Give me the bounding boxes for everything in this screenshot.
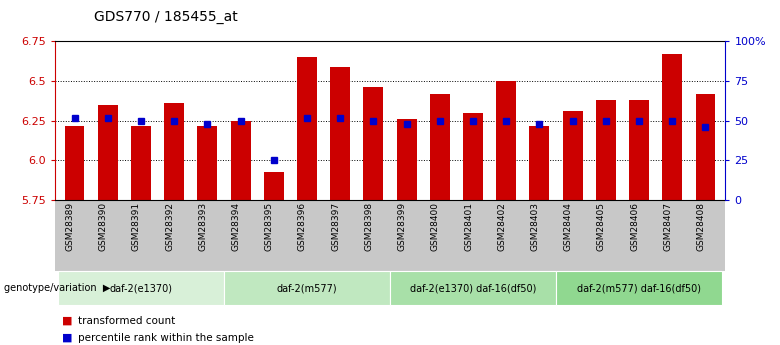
Text: GSM28396: GSM28396 (298, 202, 307, 251)
Text: GSM28394: GSM28394 (232, 202, 240, 251)
Bar (231, 121, 250, 200)
Text: ■: ■ (62, 316, 73, 326)
Text: genotype/variation  ▶: genotype/variation ▶ (4, 283, 110, 293)
Text: GSM28391: GSM28391 (132, 202, 141, 251)
Text: GSM28395: GSM28395 (264, 202, 274, 251)
Text: GSM28392: GSM28392 (165, 202, 174, 251)
Bar (430, 94, 450, 200)
Bar (696, 94, 715, 200)
Text: GSM28402: GSM28402 (497, 202, 506, 251)
Text: percentile rank within the sample: percentile rank within the sample (78, 333, 254, 343)
Text: GSM28398: GSM28398 (364, 202, 374, 251)
Text: GSM28403: GSM28403 (530, 202, 540, 251)
Bar (662, 54, 682, 200)
Text: GSM28389: GSM28389 (66, 202, 75, 251)
Bar (596, 100, 616, 200)
Bar (496, 81, 516, 200)
Text: ■: ■ (62, 333, 73, 343)
Bar (363, 87, 383, 200)
Text: GSM28397: GSM28397 (332, 202, 340, 251)
Text: daf-2(m577): daf-2(m577) (277, 283, 337, 293)
Text: GSM28399: GSM28399 (398, 202, 406, 251)
Text: GSM28408: GSM28408 (697, 202, 705, 251)
Text: transformed count: transformed count (78, 316, 176, 326)
Text: GSM28400: GSM28400 (431, 202, 440, 251)
Text: daf-2(m577) daf-16(df50): daf-2(m577) daf-16(df50) (577, 283, 701, 293)
Text: GSM28401: GSM28401 (464, 202, 473, 251)
Text: GSM28390: GSM28390 (99, 202, 108, 251)
Bar (197, 126, 218, 200)
Text: GSM28407: GSM28407 (663, 202, 672, 251)
Bar (164, 103, 184, 200)
Bar (65, 126, 84, 200)
Bar (297, 57, 317, 200)
Bar (330, 67, 350, 200)
Bar (530, 126, 549, 200)
Text: daf-2(e1370): daf-2(e1370) (109, 283, 172, 293)
Bar (264, 171, 284, 200)
Text: GSM28405: GSM28405 (597, 202, 606, 251)
Bar (562, 111, 583, 200)
Bar (463, 113, 483, 200)
Bar (629, 100, 649, 200)
Bar (397, 119, 417, 200)
Text: GSM28393: GSM28393 (198, 202, 207, 251)
Text: GSM28404: GSM28404 (564, 202, 573, 251)
Text: GSM28406: GSM28406 (630, 202, 639, 251)
Text: daf-2(e1370) daf-16(df50): daf-2(e1370) daf-16(df50) (410, 283, 536, 293)
Bar (98, 105, 118, 200)
Bar (131, 126, 151, 200)
Text: GDS770 / 185455_at: GDS770 / 185455_at (94, 10, 237, 24)
